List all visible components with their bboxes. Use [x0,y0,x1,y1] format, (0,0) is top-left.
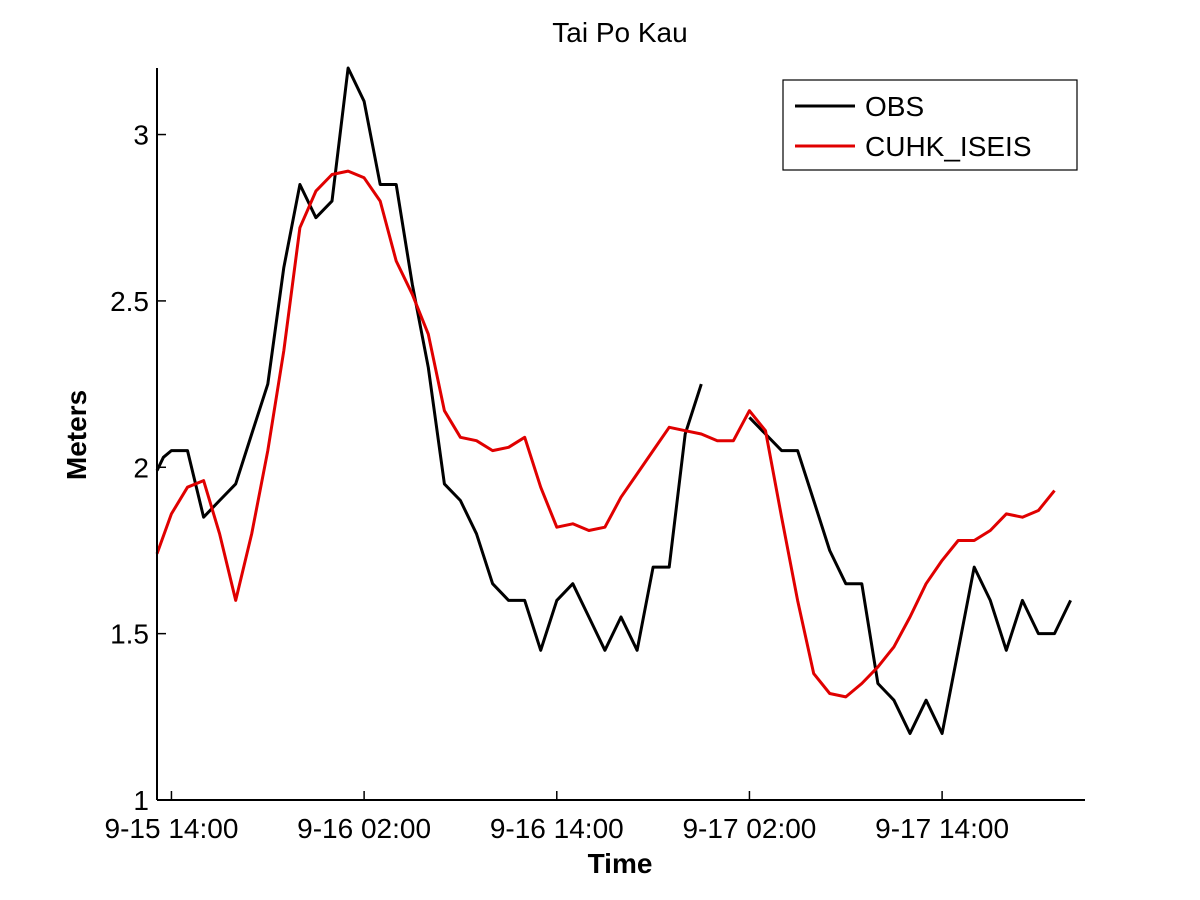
x-tick-label: 9-15 14:00 [105,813,239,844]
chart-title: Tai Po Kau [552,17,687,48]
x-tick-label: 9-17 14:00 [875,813,1009,844]
y-axis-title: Meters [61,390,92,480]
series-line [748,416,1072,735]
y-axis: 1 1.5 2 2.5 3 [110,68,166,816]
series-cuhk-iseis [155,169,1056,699]
plot-area [155,66,1072,735]
x-axis-title: Time [588,848,653,879]
y-tick-label: 2 [133,452,149,483]
series-line [155,169,1056,699]
legend-label: CUHK_ISEIS [865,131,1032,162]
series-obs [155,66,1072,735]
x-tick-label: 9-17 02:00 [682,813,816,844]
x-tick-label: 9-16 02:00 [297,813,431,844]
y-tick-label: 1 [133,785,149,816]
legend-label: OBS [865,91,924,122]
legend-box [782,79,1078,171]
x-axis: 9-15 14:00 9-16 02:00 9-16 14:00 9-17 02:00… [105,791,1085,844]
y-tick-label: 3 [133,120,149,151]
series-line [155,66,703,652]
y-tick-label: 1.5 [110,619,149,650]
x-tick-label: 9-16 14:00 [490,813,624,844]
y-tick-label: 2.5 [110,286,149,317]
legend: OBS CUHK_ISEIS [782,79,1078,171]
